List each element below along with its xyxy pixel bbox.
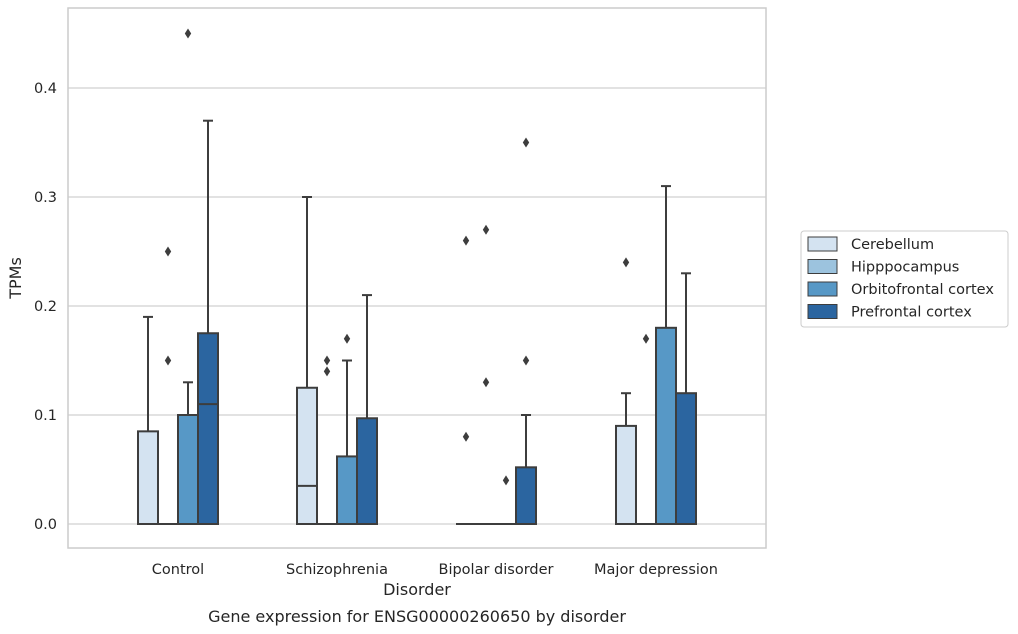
box-rect [356, 417, 378, 525]
box-series [137, 28, 697, 526]
y-tick-label: 0.0 [34, 517, 57, 533]
box-group [496, 475, 516, 525]
outlier-point [343, 333, 351, 344]
box-group [675, 272, 697, 526]
box-rect [177, 414, 199, 525]
y-tick-label: 0.4 [34, 81, 57, 97]
legend-item: Cerebellum [807, 236, 934, 253]
outlier-point [462, 431, 470, 442]
outlier-point [323, 355, 331, 366]
series-group [137, 196, 637, 526]
box-rect [675, 392, 697, 526]
box-group [197, 119, 219, 525]
box-rect [655, 326, 677, 525]
chart-caption: Gene expression for ENSG00000260650 by d… [208, 607, 626, 626]
box-group [515, 137, 537, 526]
box-group [137, 315, 159, 526]
outlier-point [482, 377, 490, 388]
legend-swatch [807, 281, 838, 297]
box-group [317, 355, 337, 525]
series-group [197, 119, 697, 526]
legend-label: Orbitofrontal cortex [851, 282, 994, 298]
legend-item: Prefrontal cortex [807, 304, 972, 321]
x-axis-title: Disorder [383, 580, 451, 599]
series-group [177, 28, 677, 526]
legend-items: Cerebellum Hipppocampus Orbitofrontal cort… [807, 236, 994, 321]
legend-label: Cerebellum [851, 237, 934, 253]
legend-frame [800, 230, 1009, 328]
box-rect [336, 455, 358, 526]
box-group [636, 333, 656, 525]
series-group [158, 224, 656, 525]
box-rect [197, 332, 219, 525]
box-group [456, 235, 476, 525]
outlier-point [462, 235, 470, 246]
box-rect [515, 466, 537, 526]
outlier-point [522, 355, 530, 366]
box-group [177, 28, 199, 525]
outlier-point [482, 224, 490, 235]
outlier-point [323, 366, 331, 377]
box-group [158, 246, 178, 525]
y-tick-label: 0.2 [34, 299, 57, 315]
y-tick-label: 0.3 [34, 190, 57, 206]
box-group [296, 196, 318, 525]
x-tick-label: Control [152, 562, 204, 578]
x-tick-label: Major depression [594, 562, 718, 578]
outlier-point [522, 137, 530, 148]
box-rect [137, 430, 159, 526]
y-axis-title: TPMs [6, 257, 25, 300]
box-group [655, 185, 677, 525]
x-tick-label: Bipolar disorder [439, 562, 554, 578]
legend-swatch [807, 236, 838, 252]
outlier-point [164, 355, 172, 366]
outlier-point [184, 28, 192, 39]
legend-swatch [807, 259, 838, 274]
box-group [356, 294, 378, 525]
x-axis-ticks: Control Schizophrenia Bipolar disorder Majo… [152, 562, 718, 578]
outlier-point [642, 333, 650, 344]
box-group [615, 257, 637, 525]
outlier-point [164, 246, 172, 257]
box-group [336, 333, 358, 526]
legend-swatch [807, 304, 838, 319]
legend: Cerebellum Hipppocampus Orbitofrontal cort… [800, 230, 1009, 328]
outlier-point [502, 475, 510, 486]
legend-item: Orbitofrontal cortex [807, 281, 994, 298]
outlier-point [622, 257, 630, 268]
y-axis-ticks: 0.0 0.1 0.2 0.3 0.4 [34, 81, 57, 533]
box-rect [296, 386, 318, 525]
x-tick-label: Schizophrenia [286, 562, 388, 578]
legend-label: Hipppocampus [851, 260, 959, 276]
y-tick-label: 0.1 [34, 408, 57, 424]
plot-frame [67, 7, 767, 549]
legend-label: Prefrontal cortex [851, 305, 972, 321]
box-rect [615, 424, 637, 525]
box-group [476, 224, 496, 525]
legend-item: Hipppocampus [807, 259, 959, 276]
